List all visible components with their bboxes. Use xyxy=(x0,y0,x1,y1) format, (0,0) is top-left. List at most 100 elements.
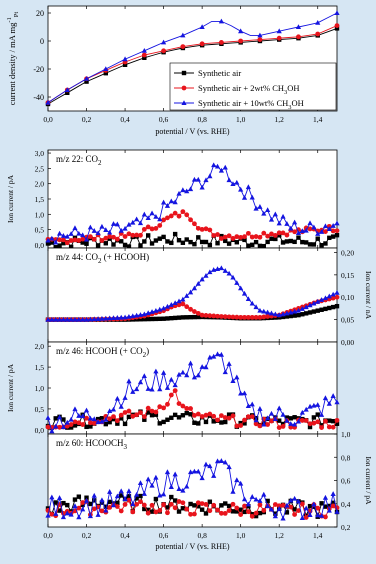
data-point-meoh_2 xyxy=(111,414,116,420)
data-point-meoh_10 xyxy=(253,205,259,211)
data-point-meoh_10 xyxy=(76,230,82,236)
data-point-meoh_10 xyxy=(245,403,251,409)
data-point-synthetic_air xyxy=(149,316,155,322)
data-point-synthetic_air xyxy=(330,418,336,424)
data-point-meoh_10 xyxy=(141,491,147,496)
data-point-synthetic_air xyxy=(296,312,301,318)
panel-label-ms44-after: (+ HCOOH) xyxy=(102,252,150,262)
data-point-meoh_10 xyxy=(315,20,321,25)
data-point-synthetic_air xyxy=(53,245,58,250)
data-point-meoh_10 xyxy=(45,316,51,322)
data-point-synthetic_air xyxy=(269,236,274,241)
data-point-meoh_2 xyxy=(195,225,201,231)
data-point-meoh_10 xyxy=(330,393,336,398)
data-point-meoh_10 xyxy=(87,224,93,230)
y-axis-label-left: Ion current / pA xyxy=(6,363,15,412)
y-tick-label-right: 0,05 xyxy=(341,316,354,325)
data-point-meoh_10 xyxy=(288,309,294,315)
data-point-meoh_2 xyxy=(103,235,109,241)
data-point-synthetic_air xyxy=(330,234,336,239)
data-point-meoh_2 xyxy=(157,404,163,410)
x-axis-label-bottom: potential / V (vs. RHE) xyxy=(155,542,229,551)
data-point-synthetic_air xyxy=(323,306,328,312)
data-point-meoh_10 xyxy=(83,236,90,242)
data-point-meoh_10 xyxy=(253,496,259,502)
panel-label-ms60-sub: 3 xyxy=(124,443,128,451)
data-point-meoh_2 xyxy=(276,503,282,509)
data-point-meoh_10 xyxy=(334,220,340,226)
data-point-synthetic_air xyxy=(277,418,282,423)
data-point-synthetic_air xyxy=(119,239,124,244)
data-point-meoh_2 xyxy=(138,499,143,505)
data-point-meoh_10 xyxy=(141,211,147,217)
data-point-meoh_2 xyxy=(130,509,136,515)
data-point-synthetic_air xyxy=(119,416,124,421)
data-point-synthetic_air xyxy=(315,412,320,417)
data-point-meoh_2 xyxy=(165,215,170,221)
data-point-meoh_10 xyxy=(284,221,290,226)
data-point-meoh_10 xyxy=(288,497,294,503)
data-point-meoh_2 xyxy=(118,508,124,514)
data-point-meoh_2 xyxy=(219,413,224,419)
data-point-meoh_10 xyxy=(295,307,302,313)
data-point-meoh_2 xyxy=(242,234,247,240)
data-point-meoh_2 xyxy=(245,414,251,420)
data-point-meoh_2 xyxy=(145,224,151,230)
data-point-meoh_10 xyxy=(91,416,97,422)
series-line-synthetic_air xyxy=(47,27,338,105)
data-point-meoh_2 xyxy=(296,508,301,513)
data-point-meoh_10 xyxy=(226,464,232,470)
data-point-meoh_2 xyxy=(76,238,82,243)
data-point-synthetic_air xyxy=(61,500,66,506)
data-point-synthetic_air xyxy=(261,243,266,249)
y-tick-label: 0 xyxy=(40,37,44,46)
data-point-meoh_2 xyxy=(80,500,86,505)
data-point-meoh_10 xyxy=(103,66,109,71)
data-point-meoh_2 xyxy=(157,223,163,228)
data-point-meoh_10 xyxy=(292,495,298,501)
data-point-meoh_10 xyxy=(80,506,86,512)
data-point-meoh_10 xyxy=(226,177,232,183)
data-point-meoh_2 xyxy=(188,406,193,411)
data-point-synthetic_air xyxy=(242,509,247,515)
y-tick-label-right: 0,6 xyxy=(341,477,351,486)
data-point-synthetic_air xyxy=(169,415,174,420)
data-point-synthetic_air xyxy=(315,236,320,241)
legend-entry-2: Synthetic air + 10wt% CH3OH xyxy=(198,98,304,111)
data-point-synthetic_air xyxy=(330,500,336,505)
data-point-meoh_10 xyxy=(161,491,167,497)
y-tick-label-right: 0,4 xyxy=(341,500,351,509)
data-point-meoh_10 xyxy=(161,305,167,311)
data-point-meoh_10 xyxy=(303,505,309,511)
data-point-meoh_2 xyxy=(330,424,336,430)
data-point-meoh_10 xyxy=(326,507,332,513)
data-point-meoh_10 xyxy=(161,199,167,205)
data-point-meoh_2 xyxy=(219,510,224,516)
series-ms60-meoh_2 xyxy=(45,497,340,520)
data-point-meoh_10 xyxy=(122,314,128,320)
data-point-synthetic_air xyxy=(192,314,197,320)
data-point-meoh_10 xyxy=(60,514,67,520)
data-point-meoh_2 xyxy=(91,506,97,512)
data-point-meoh_2 xyxy=(238,512,244,517)
data-point-synthetic_air xyxy=(223,419,228,425)
data-point-synthetic_air xyxy=(203,239,209,245)
data-point-synthetic_air xyxy=(223,238,228,244)
data-point-synthetic_air xyxy=(65,502,70,508)
data-point-meoh_10 xyxy=(303,304,309,310)
y-tick-label-right: 0,00 xyxy=(341,338,354,347)
data-point-meoh_2 xyxy=(276,35,282,41)
data-point-synthetic_air xyxy=(211,419,216,424)
series-line-meoh_10 xyxy=(48,267,338,321)
data-point-meoh_10 xyxy=(211,473,217,478)
data-point-meoh_10 xyxy=(299,306,305,311)
x-tick-label: 1,0 xyxy=(236,115,246,124)
data-point-synthetic_air xyxy=(80,240,85,245)
data-point-synthetic_air xyxy=(265,498,270,504)
y-axis-label-sup: -1 xyxy=(6,17,13,22)
panel-label-ms46-main: m/z 46: HCOOH (+ CO xyxy=(56,346,143,356)
data-point-meoh_2 xyxy=(192,309,197,314)
data-point-meoh_2 xyxy=(126,231,132,237)
data-point-synthetic_air xyxy=(161,316,166,321)
